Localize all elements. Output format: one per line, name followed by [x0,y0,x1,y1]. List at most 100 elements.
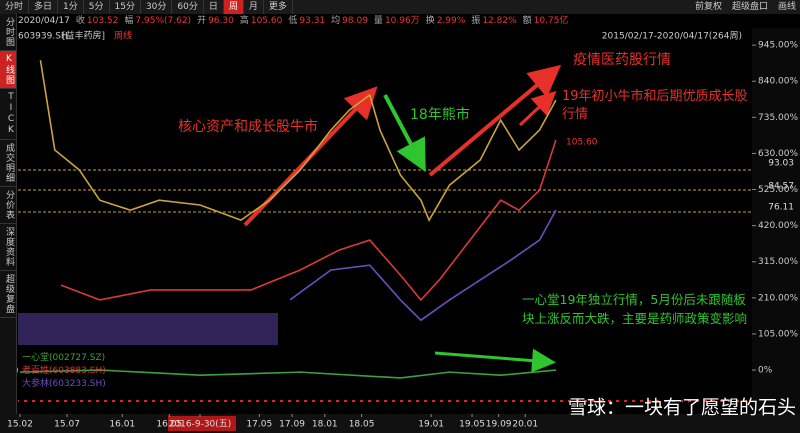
quote-item: 开 96.30 [197,15,234,27]
quote-value: 103.52 [86,16,119,26]
period-tab[interactable]: 60分 [172,0,204,14]
x-tick-label: 18.01 [312,420,338,430]
quote-bar: 2020/04/17 收 103.52 幅 7.95%(7.62) 开 96.30 高 105.… [18,15,568,27]
arrow [383,94,426,173]
price-level: 93.03 [768,159,794,169]
legend-code: (603233.SH) [49,379,106,389]
quote-key: 开 [197,16,207,26]
series-line [60,139,557,302]
quote-key: 低 [288,16,298,26]
quote-value: 10.96万 [384,16,420,26]
period-tab[interactable]: 5分 [84,0,110,14]
y-axis-bg [752,28,800,418]
x-tick-label: 16.05 [156,420,182,430]
period-tab[interactable]: 分时 [0,0,30,14]
quote-key: 换 [425,16,435,26]
series-line [39,60,557,222]
quote-value: 7.95%(7.62) [135,16,192,26]
annotation: 19年初小牛市和后期优质成长股行情 [562,89,748,122]
period-tab[interactable]: 30分 [141,0,173,14]
sidebar: 分时图 K线图 TICK 成交明细 分价表 深度资料 超级复盘 [0,14,17,414]
price-tag: 105.60 [566,138,598,148]
quote-key: 量 [373,16,383,26]
period-tab[interactable]: 月 [244,0,264,14]
y-tick-label: 525.00% [758,185,798,195]
x-tick-label: 20.01 [512,420,538,430]
quote-item: 均 98.09 [331,15,368,27]
quote-item: 额 10.75亿 [523,15,569,27]
quote-item: 低 93.31 [288,15,325,27]
y-tick-label: 735.00% [758,113,798,123]
legend-entry: 一心堂(002727.SZ) [22,351,105,363]
toolbar-button[interactable]: 超级盘口 [731,2,768,12]
side-tab[interactable]: 深度资料 [0,224,16,271]
quote-item: 收 103.52 [76,15,119,27]
watermark: 雪球：一块有了愿望的石头 [568,397,796,419]
legend-entry: 大参林(603233.SH) [22,377,106,389]
legend-entry: 老百姓(603883.SH) [22,364,106,376]
x-tick-label: 19.09 [486,420,512,430]
side-tab[interactable]: 分价表 [0,187,16,224]
series-line [289,209,557,322]
y-tick-label: 945.00% [758,41,798,51]
y-tick-label: 420.00% [758,221,798,231]
band-highlight [18,313,278,345]
period-tab[interactable]: 周 [223,0,244,14]
side-tab[interactable]: 分时图 [0,14,16,51]
arrow [428,64,562,177]
period-tab[interactable]: 多日 [29,0,59,14]
signal-row [18,398,752,402]
quote-value: 98.09 [342,16,368,26]
y-tick-label: 0% [758,366,773,376]
quote-date: 2020/04/17 [18,16,70,26]
quote-value: 2.99% [436,16,466,26]
quote-key: 幅 [124,16,134,26]
quote-key: 高 [239,16,249,26]
quote-value: 96.30 [208,16,234,26]
arrow [434,348,556,373]
legend-code: (002727.SZ) [49,353,105,363]
annotation-box: 19年初小牛市和后期优质成长股行情 [562,89,748,122]
x-tick-label: 19.01 [418,420,444,430]
quote-item: 振 12.82% [471,15,516,27]
period-tab[interactable]: 更多 [264,0,293,14]
annotation-box: 一心堂19年独立行情，5月份后未跟随板块上涨反而大跌，主要是药师政策变影响 [522,292,747,326]
price-level: 84.57 [768,182,794,192]
side-tab[interactable]: K线图 [0,51,16,89]
arrow [518,90,557,127]
quote-value: 12.82% [482,16,517,26]
toolbar-button[interactable]: 画线 [777,2,796,12]
quote-item: 换 2.99% [426,15,466,27]
period-tab[interactable]: 15分 [110,0,141,14]
toolbar-button[interactable]: 前复权 [694,2,722,12]
legend-name: 一心堂 [22,351,49,363]
x-tick-label: 16.01 [109,420,135,430]
annotation: 核心资产和成长股牛市 [178,118,318,135]
quote-key: 均 [331,16,341,26]
code: 603939.SH [18,32,68,42]
side-tab[interactable]: 成交明细 [0,140,16,187]
period-tab[interactable]: 日 [204,0,224,14]
price-level: 76.11 [768,203,794,213]
quote-key: 振 [471,16,481,26]
quote-key: 额 [522,16,532,26]
legend-code: (603883.SH) [49,366,106,376]
x-tick-label: 17.09 [279,420,305,430]
x-tick-label: 15.07 [54,420,80,430]
x-tick-label: 17.05 [246,420,272,430]
period-tab[interactable]: 1分 [58,0,84,14]
quote-value: 93.31 [299,16,326,26]
y-tick-label: 315.00% [758,257,798,267]
quote-key: 收 [75,16,85,26]
x-tick-label: 2016-9-30(五) [169,420,232,430]
annotation: 疫情医药股行情 [573,52,671,68]
side-tab[interactable]: TICK [0,89,16,140]
x-tick-label: 18.05 [349,420,375,430]
side-tab[interactable]: 超级复盘 [0,271,16,318]
x-tick-label: 15.02 [7,420,33,430]
stock-name: [益丰药房] [62,30,105,42]
legend-name: 老百姓 [22,364,49,376]
period: 周线 [114,30,132,42]
